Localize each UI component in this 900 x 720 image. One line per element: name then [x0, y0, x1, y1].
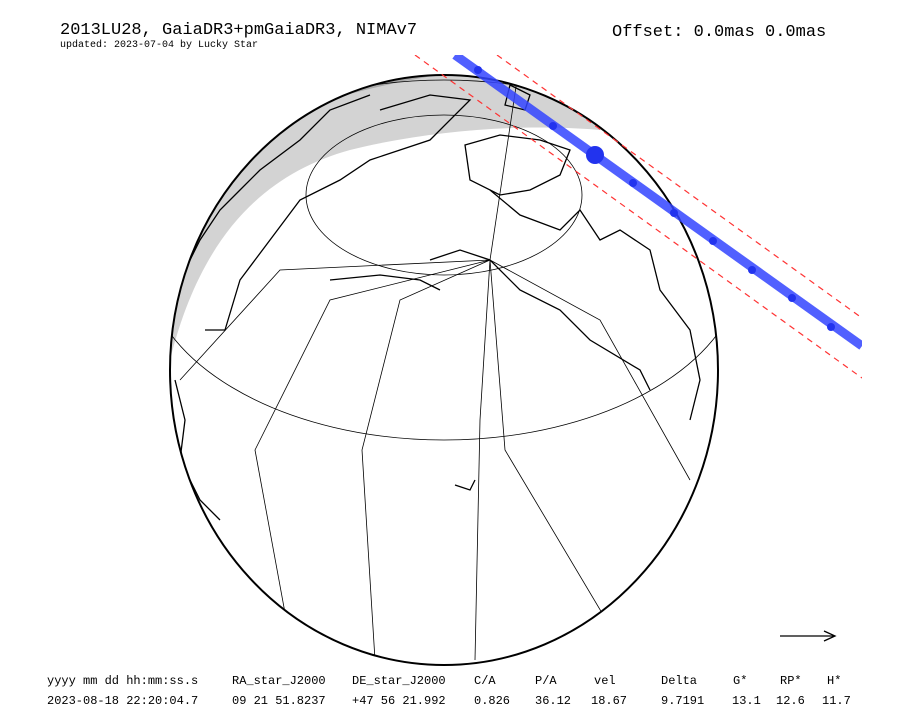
table-cell: 12.6: [776, 694, 805, 708]
globe: [170, 75, 718, 661]
column-header: vel: [594, 674, 616, 688]
table-cell: 09 21 51.8237: [232, 694, 326, 708]
updated: updated: 2023-07-04 by Lucky Star: [60, 39, 258, 51]
table-cell: 9.7191: [661, 694, 704, 708]
table-cell: 11.7: [822, 694, 851, 708]
globe-outline: [169, 74, 719, 666]
column-header: RP*: [780, 674, 802, 688]
table-cell: 13.1: [732, 694, 761, 708]
column-header: Delta: [661, 674, 697, 688]
table-cell: 2023-08-18 22:20:04.7: [47, 694, 198, 708]
column-header: yyyy mm dd hh:mm:ss.s: [47, 674, 198, 688]
offset: Offset: 0.0mas 0.0mas: [612, 23, 826, 42]
title: 2013LU28, GaiaDR3+pmGaiaDR3, NIMAv7: [60, 21, 417, 40]
table-cell: +47 56 21.992: [352, 694, 446, 708]
column-header: C/A: [474, 674, 496, 688]
column-header: DE_star_J2000: [352, 674, 446, 688]
table-cell: 36.12: [535, 694, 571, 708]
column-header: H*: [827, 674, 841, 688]
column-header: P/A: [535, 674, 557, 688]
column-header: G*: [733, 674, 747, 688]
table-cell: 18.67: [591, 694, 627, 708]
direction-arrow: [780, 630, 837, 642]
column-header: RA_star_J2000: [232, 674, 326, 688]
data-table: yyyy mm dd hh:mm:ss.s RA_star_J2000 DE_sta…: [47, 674, 851, 708]
shadow-path: [414, 55, 862, 379]
table-cell: 0.826: [474, 694, 510, 708]
